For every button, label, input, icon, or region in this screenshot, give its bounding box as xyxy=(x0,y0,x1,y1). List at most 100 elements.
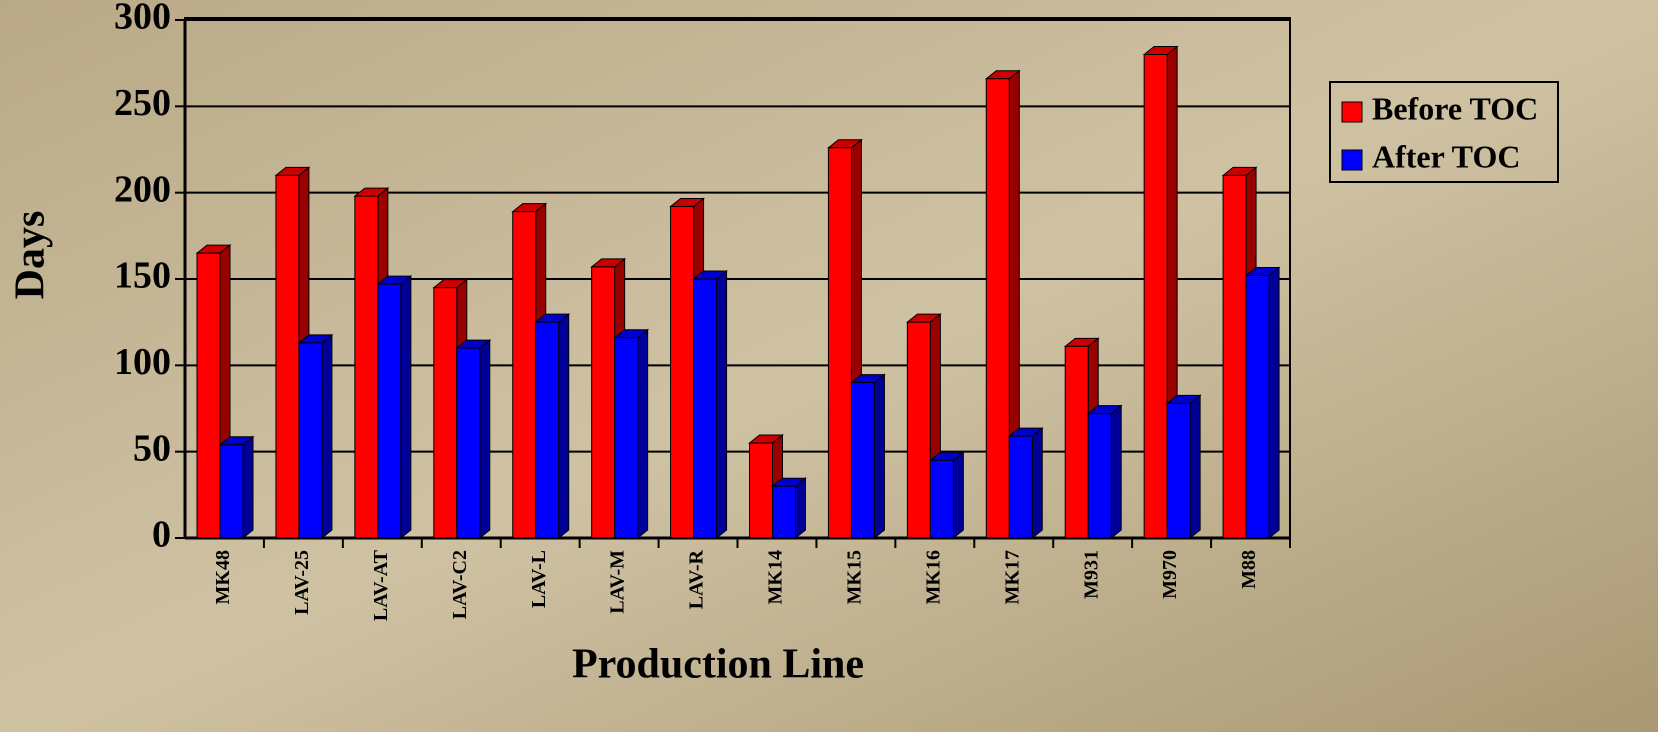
bar-side-shade xyxy=(1032,428,1043,538)
bar-top-shade xyxy=(1088,405,1122,414)
bar-top-shade xyxy=(693,271,727,279)
bar-top-shade xyxy=(1009,428,1043,437)
bar xyxy=(850,382,875,539)
bar-side-shade xyxy=(321,334,332,538)
bar xyxy=(749,442,773,539)
bar xyxy=(772,485,796,539)
bar-top-shade xyxy=(749,435,783,444)
bar-top-shade xyxy=(1246,267,1280,276)
x-tick-label: MK15 xyxy=(843,550,865,604)
bar-top-shade xyxy=(512,203,546,212)
bar-top-shade xyxy=(197,245,230,254)
bar xyxy=(535,321,560,539)
bar-top-shade xyxy=(535,314,569,323)
y-tick-label: 150 xyxy=(114,255,171,297)
bar-top-shade xyxy=(1167,395,1201,404)
x-tick-label: M931 xyxy=(1080,550,1102,599)
bar xyxy=(591,266,616,539)
bar xyxy=(827,147,852,539)
bar-top-shade xyxy=(275,167,309,176)
bar-top-shade xyxy=(591,258,625,267)
bar-top-shade xyxy=(907,314,941,323)
bar xyxy=(196,252,221,539)
bar-side-shade xyxy=(795,478,806,538)
bar xyxy=(670,205,695,539)
bar xyxy=(1222,174,1247,539)
bar xyxy=(1166,402,1191,539)
bar xyxy=(929,459,954,539)
bar xyxy=(433,287,458,539)
bar-top-shade xyxy=(930,452,964,461)
bar-side-shade xyxy=(637,329,648,538)
x-tick-label: MK48 xyxy=(212,550,234,604)
bar-top-shade xyxy=(828,139,862,148)
legend-label: After TOC xyxy=(1372,138,1520,174)
bar-side-shade xyxy=(874,374,885,538)
bar-top-shade xyxy=(1144,46,1178,55)
bar-top-shade xyxy=(986,70,1020,79)
bar xyxy=(377,283,402,539)
bar-side-shade xyxy=(1111,405,1122,538)
x-tick-label: MK17 xyxy=(1001,550,1023,604)
bar xyxy=(906,321,931,539)
x-tick-label: LAV-M xyxy=(607,550,629,614)
bar xyxy=(219,444,244,539)
y-tick-label: 300 xyxy=(114,0,171,38)
bar-top-shade xyxy=(377,276,411,285)
x-tick-label: LAV-C2 xyxy=(449,550,471,619)
bar xyxy=(275,174,300,539)
bar xyxy=(1245,275,1270,539)
x-tick-label: MK16 xyxy=(922,550,944,604)
y-tick-label: 0 xyxy=(152,514,171,556)
bar xyxy=(1064,345,1089,539)
bar-side-shade xyxy=(1190,395,1201,538)
bar-top-shade xyxy=(1223,167,1257,176)
legend-swatch xyxy=(1341,149,1363,171)
bar-top-shade xyxy=(433,279,467,288)
y-tick-label: 250 xyxy=(114,82,171,124)
x-tick-label: M970 xyxy=(1159,550,1181,599)
bar-top-shade xyxy=(670,198,704,207)
legend-swatch xyxy=(1341,101,1363,123)
bar xyxy=(985,78,1010,539)
x-tick-label: LAV-L xyxy=(528,550,550,608)
bar-side-shade xyxy=(558,314,569,538)
legend-label: Before TOC xyxy=(1372,90,1538,126)
y-axis-title: Days xyxy=(8,211,54,300)
x-tick-label: M88 xyxy=(1238,550,1260,589)
bar-top-shade xyxy=(1065,338,1099,347)
x-axis-title: Production Line xyxy=(572,642,864,688)
bar-top-shade xyxy=(456,340,490,349)
bar xyxy=(456,347,481,539)
bar-top-shade xyxy=(298,334,332,343)
bar-side-shade xyxy=(479,340,490,538)
bar-side-shade xyxy=(400,276,411,538)
bar-top-shade xyxy=(851,374,885,383)
legend-box xyxy=(1329,81,1559,183)
bar-side-shade xyxy=(243,436,253,538)
x-tick-label: LAV-R xyxy=(686,549,708,609)
bar xyxy=(298,342,323,539)
bar-top-shade xyxy=(614,329,648,338)
bar xyxy=(1008,435,1033,539)
bar-top-shade xyxy=(220,436,253,445)
y-tick-label: 200 xyxy=(114,168,171,210)
bar-side-shade xyxy=(1269,267,1280,538)
bar xyxy=(1087,413,1112,539)
bar-top-shade xyxy=(772,478,806,487)
x-tick-label: LAV-AT xyxy=(370,549,392,621)
bar-top-shade xyxy=(354,188,388,197)
x-tick-label: LAV-25 xyxy=(291,550,313,615)
bar xyxy=(614,337,639,539)
y-tick-label: 50 xyxy=(133,427,171,469)
bar-side-shade xyxy=(1009,70,1020,538)
bar xyxy=(693,278,718,539)
bar xyxy=(512,211,537,539)
x-tick-label: MK14 xyxy=(765,550,787,604)
y-tick-label: 100 xyxy=(114,341,171,383)
bar-side-shade xyxy=(953,452,964,538)
bar xyxy=(1143,54,1168,539)
bar xyxy=(354,195,379,539)
bar-side-shade xyxy=(716,271,727,538)
